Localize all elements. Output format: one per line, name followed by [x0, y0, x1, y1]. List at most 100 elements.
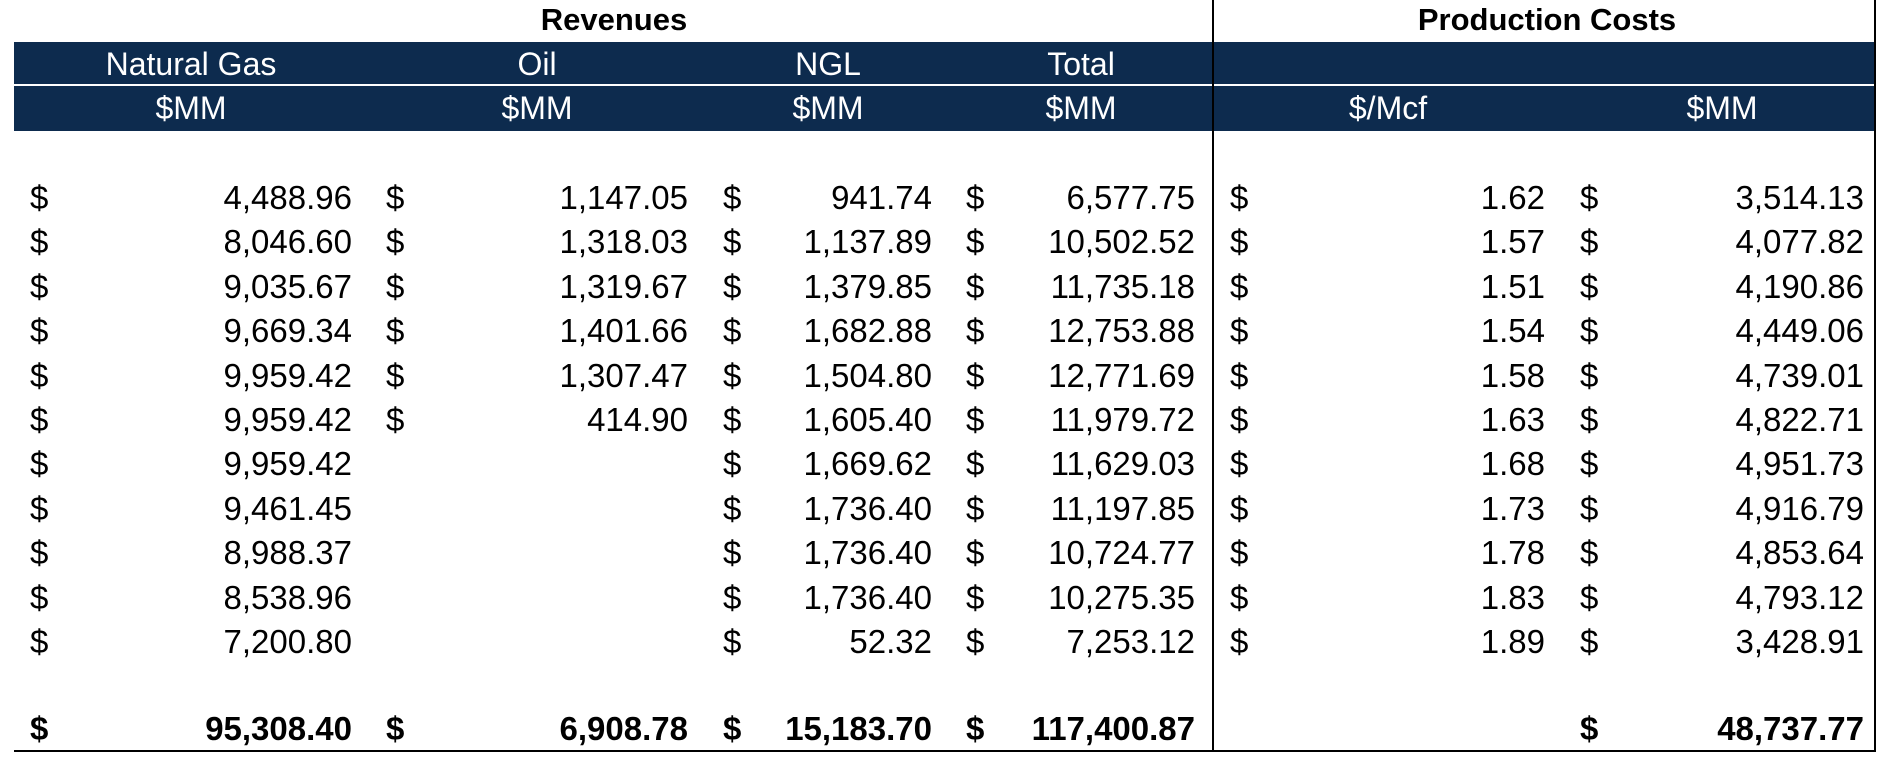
cost-per-mcf-value: 1.68: [1480, 445, 1545, 483]
cost-mm-currency-sign: $: [1580, 312, 1599, 350]
gas-currency-sign: $: [30, 445, 49, 483]
col-cost-per-mcf-unit: $/Mcf: [1348, 90, 1428, 126]
cost-per-mcf-currency-sign: $: [1230, 312, 1249, 350]
gas-currency-sign: $: [30, 710, 49, 747]
total-currency-sign: $: [966, 534, 985, 572]
ngl-currency-sign: $: [723, 578, 742, 616]
ngl-value: 1,379.85: [803, 267, 932, 305]
ngl-currency-sign: $: [723, 401, 742, 438]
gas-value: 9,959.42: [223, 445, 352, 483]
ngl-value: 1,669.62: [803, 445, 932, 483]
cost-mm-value: 4,190.86: [1735, 267, 1864, 305]
bottom-border: [14, 750, 1876, 752]
cost-mm-value: 4,793.12: [1735, 578, 1864, 616]
cost-mm-value: 4,853.64: [1735, 534, 1864, 572]
cost-per-mcf-currency-sign: $: [1230, 489, 1249, 527]
gas-value: 9,035.67: [223, 267, 352, 305]
gas-value: 8,988.37: [223, 534, 352, 572]
gas-value: 9,461.45: [223, 489, 352, 527]
ngl-currency-sign: $: [723, 710, 742, 747]
total-currency-sign: $: [966, 267, 985, 305]
total-value: 11,197.85: [1050, 489, 1195, 527]
gas-currency-sign: $: [30, 312, 49, 350]
ngl-currency-sign: $: [723, 179, 742, 216]
gas-currency-sign: $: [30, 534, 49, 572]
cost-mm-value: 4,951.73: [1735, 445, 1864, 483]
ngl-value: 52.32: [849, 623, 932, 660]
total-value: 12,753.88: [1048, 312, 1195, 350]
ngl-currency-sign: $: [723, 623, 742, 660]
oil-value: 1,307.47: [559, 356, 688, 394]
cost-mm-currency-sign: $: [1580, 710, 1599, 747]
oil-value: 414.90: [587, 401, 688, 438]
col-oil-unit: $MM: [501, 90, 573, 126]
oil-currency-sign: $: [386, 356, 405, 394]
gas-value: 9,959.42: [223, 401, 352, 438]
oil-value: 1,318.03: [559, 223, 688, 261]
cost-mm-value: 3,428.91: [1735, 623, 1864, 660]
total-currency-sign: $: [966, 489, 985, 527]
total-value: 117,400.87: [1031, 710, 1195, 747]
oil-currency-sign: $: [386, 223, 405, 261]
cost-per-mcf-value: 1.83: [1480, 578, 1545, 616]
gas-currency-sign: $: [30, 223, 49, 261]
ngl-currency-sign: $: [723, 445, 742, 483]
ngl-value: 1,682.88: [803, 312, 932, 350]
total-value: 11,629.03: [1050, 445, 1195, 483]
cost-mm-value: 4,822.71: [1735, 401, 1864, 438]
oil-currency-sign: $: [386, 179, 405, 216]
cost-mm-currency-sign: $: [1580, 223, 1599, 261]
ngl-currency-sign: $: [723, 534, 742, 572]
ngl-currency-sign: $: [723, 312, 742, 350]
cost-mm-value: 4,739.01: [1735, 356, 1864, 394]
cost-per-mcf-value: 1.51: [1480, 267, 1545, 305]
cost-mm-currency-sign: $: [1580, 267, 1599, 305]
total-currency-sign: $: [966, 445, 985, 483]
gas-value: 7,200.80: [223, 623, 352, 660]
header-band-names: [14, 42, 1876, 84]
gas-currency-sign: $: [30, 356, 49, 394]
total-currency-sign: $: [966, 401, 985, 438]
total-value: 11,979.72: [1050, 401, 1195, 438]
total-currency-sign: $: [966, 623, 985, 660]
oil-currency-sign: $: [386, 267, 405, 305]
ngl-currency-sign: $: [723, 489, 742, 527]
cost-mm-value: 4,449.06: [1735, 312, 1864, 350]
ngl-value: 1,736.40: [803, 489, 932, 527]
gas-currency-sign: $: [30, 489, 49, 527]
total-currency-sign: $: [966, 578, 985, 616]
right-border: [1874, 0, 1876, 752]
cost-per-mcf-currency-sign: $: [1230, 179, 1249, 216]
gas-value: 8,046.60: [223, 223, 352, 261]
cost-per-mcf-currency-sign: $: [1230, 534, 1249, 572]
oil-value: 1,147.05: [559, 179, 688, 216]
cost-per-mcf-value: 1.73: [1480, 489, 1545, 527]
cost-per-mcf-currency-sign: $: [1230, 401, 1249, 438]
gas-currency-sign: $: [30, 578, 49, 616]
cost-mm-value: 4,077.82: [1735, 223, 1864, 261]
ngl-currency-sign: $: [723, 223, 742, 261]
header-band-units: [14, 86, 1876, 131]
cost-mm-currency-sign: $: [1580, 578, 1599, 616]
oil-currency-sign: $: [386, 312, 405, 350]
ngl-value: 1,137.89: [803, 223, 932, 261]
cost-mm-currency-sign: $: [1580, 534, 1599, 572]
total-value: 12,771.69: [1048, 356, 1195, 394]
cost-per-mcf-value: 1.78: [1480, 534, 1545, 572]
total-currency-sign: $: [966, 710, 985, 747]
gas-currency-sign: $: [30, 267, 49, 305]
cost-mm-currency-sign: $: [1580, 356, 1599, 394]
cost-per-mcf-currency-sign: $: [1230, 623, 1249, 660]
col-ngl-unit: $MM: [792, 90, 864, 126]
total-currency-sign: $: [966, 356, 985, 394]
cost-mm-currency-sign: $: [1580, 179, 1599, 216]
section-divider: [1212, 0, 1214, 752]
production-costs-title: Production Costs: [1417, 2, 1677, 37]
gas-value: 8,538.96: [223, 578, 352, 616]
cost-mm-currency-sign: $: [1580, 401, 1599, 438]
total-value: 10,275.35: [1048, 578, 1195, 616]
ngl-value: 1,736.40: [803, 578, 932, 616]
oil-value: 1,319.67: [559, 267, 688, 305]
oil-value: 6,908.78: [559, 710, 688, 747]
cost-per-mcf-currency-sign: $: [1230, 356, 1249, 394]
